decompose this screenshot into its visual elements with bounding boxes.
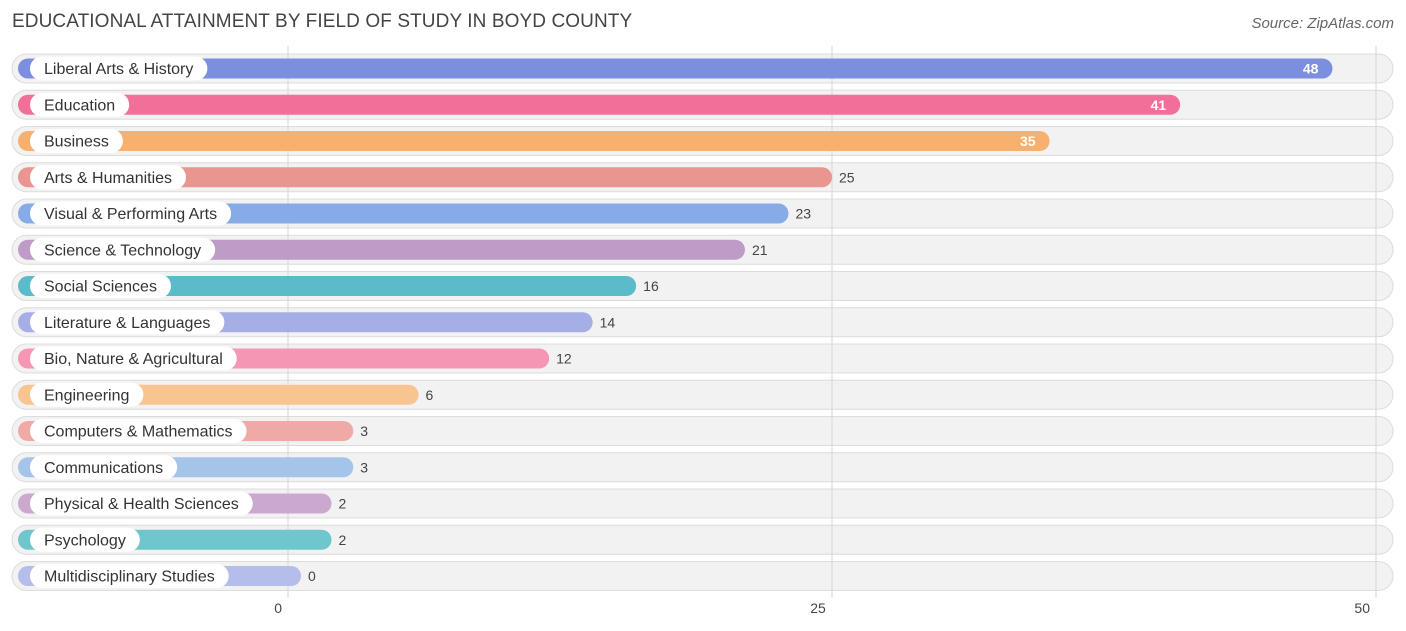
bar-group-computers-and-mathematics: Computers & Mathematics 3	[18, 419, 368, 443]
row-bg-physical-and-health-sciences	[11, 488, 1394, 519]
value-label: 14	[600, 314, 616, 330]
value-label: 6	[426, 387, 434, 403]
category-label: Communications	[44, 460, 163, 477]
category-label: Visual & Performing Arts	[44, 206, 217, 223]
category-label: Science & Technology	[44, 242, 201, 259]
category-label: Business	[44, 134, 109, 151]
value-label: 2	[339, 496, 347, 512]
bar-group-psychology: Psychology 2	[18, 527, 347, 552]
category-label: Physical & Health Sciences	[44, 496, 239, 513]
bar	[18, 167, 832, 188]
value-label: 0	[308, 568, 316, 584]
category-pill	[30, 274, 171, 298]
row-bg-communications	[11, 452, 1394, 483]
value-label: 25	[839, 169, 855, 185]
bar	[18, 58, 1333, 79]
bar-group-social-sciences: Social Sciences 16	[18, 274, 659, 298]
bar-group-literature-and-languages: Literature & Languages 14	[18, 310, 616, 335]
tick-label: 50	[1354, 600, 1370, 616]
bar-group-multidisciplinary-studies: Multidisciplinary Studies 0	[18, 564, 316, 588]
category-label: Psychology	[44, 532, 126, 549]
value-label: 2	[339, 532, 347, 548]
tick-label: 0	[274, 600, 282, 616]
category-pill	[30, 419, 247, 443]
value-label: 16	[643, 278, 659, 294]
bar-group-visual-and-performing-arts: Visual & Performing Arts 23	[18, 201, 811, 226]
category-label: Social Sciences	[44, 279, 157, 296]
bar	[18, 276, 637, 296]
value-label: 41	[1151, 97, 1167, 113]
chart-title: EDUCATIONAL ATTAINMENT BY FIELD OF STUDY…	[12, 11, 633, 32]
category-label: Liberal Arts & History	[44, 61, 193, 78]
bar-group-bio-nature-and-agricultural: Bio, Nature & Agricultural 12	[18, 346, 572, 371]
bar-group-liberal-arts-and-history: Liberal Arts & History 48	[18, 56, 1333, 81]
category-label: Computers & Mathematics	[44, 424, 233, 441]
tick-label: 25	[810, 600, 826, 616]
bar	[18, 131, 1050, 151]
bar-group-arts-and-humanities: Arts & Humanities 25	[18, 165, 855, 190]
bar-group-engineering: Engineering 6	[18, 382, 434, 407]
value-label: 35	[1020, 133, 1036, 149]
row-bg-computers-and-mathematics	[11, 416, 1394, 446]
bar-group-physical-and-health-sciences: Physical & Health Sciences 2	[18, 491, 347, 516]
category-label: Education	[44, 97, 115, 114]
category-pill	[30, 165, 187, 190]
category-pill	[30, 346, 237, 371]
row-bg-psychology	[11, 524, 1394, 555]
category-label: Multidisciplinary Studies	[44, 569, 215, 586]
category-pill	[30, 237, 216, 262]
value-label: 3	[360, 423, 368, 439]
row-bg-multidisciplinary-studies	[11, 561, 1394, 591]
category-pill	[30, 564, 229, 588]
chart-source: Source: ZipAtlas.com	[1251, 15, 1394, 32]
category-label: Arts & Humanities	[44, 170, 172, 187]
category-pill	[30, 491, 253, 516]
category-pill	[30, 129, 123, 153]
category-pill	[30, 527, 140, 552]
category-pill	[30, 310, 225, 335]
x-axis-ticks: 0 25 50	[274, 600, 1370, 616]
bar-group-business: Business 35	[18, 129, 1050, 153]
bars: Liberal Arts & History 48 Education 41 Busin…	[18, 56, 1333, 588]
bar-group-communications: Communications 3	[18, 455, 368, 480]
category-pill	[30, 382, 144, 407]
bar-group-science-and-technology: Science & Technology 21	[18, 237, 768, 262]
category-pill	[30, 92, 130, 117]
value-label: 3	[360, 459, 368, 475]
value-label: 48	[1303, 61, 1319, 77]
value-label: 12	[556, 351, 572, 367]
bar	[18, 94, 1181, 115]
value-label: 23	[795, 206, 811, 222]
value-label: 21	[752, 242, 768, 258]
bar-group-education: Education 41	[18, 92, 1181, 117]
category-pill	[30, 56, 208, 81]
category-pill	[30, 455, 178, 480]
category-pill	[30, 201, 232, 226]
category-label: Literature & Languages	[44, 315, 210, 332]
category-label: Engineering	[44, 387, 129, 404]
category-label: Bio, Nature & Agricultural	[44, 351, 223, 368]
